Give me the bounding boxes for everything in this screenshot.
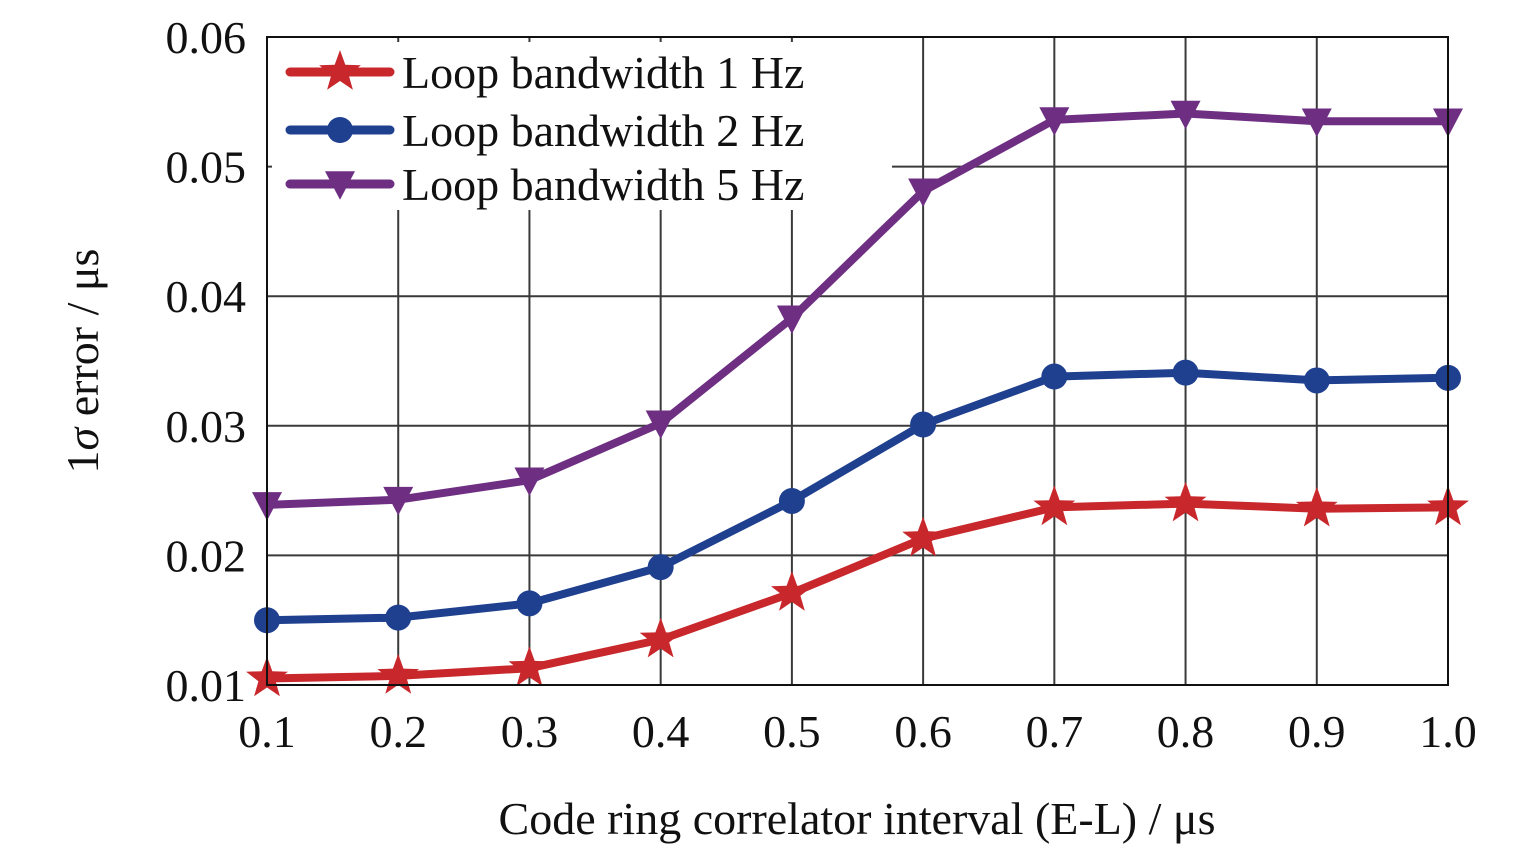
x-tick-label: 1.0 — [1419, 706, 1477, 757]
data-point-series-2 — [1172, 359, 1199, 386]
x-tick-label: 0.4 — [632, 706, 690, 757]
x-tick-labels: 0.1 0.2 0.3 0.4 0.5 0.6 0.7 0.8 0.9 1.0 — [238, 706, 1477, 757]
data-point-series-1 — [508, 646, 551, 686]
legend-marker-2 — [327, 117, 353, 143]
series-line-3 — [263, 109, 1452, 509]
x-tick-label: 0.7 — [1026, 706, 1084, 757]
legend: Loop bandwidth 1 Hz Loop bandwidth 2 HzLo… — [272, 42, 892, 210]
data-point-series-2 — [516, 590, 543, 617]
y-axis-title: 1σ error / μs — [57, 249, 108, 474]
data-point-series-3 — [1170, 100, 1201, 130]
data-point-series-3 — [776, 305, 807, 334]
y-tick-label: 0.04 — [166, 271, 247, 322]
data-point-series-1 — [1295, 486, 1338, 527]
y-tick-label: 0.02 — [166, 530, 247, 581]
y-tick-label: 0.01 — [166, 660, 247, 711]
x-tick-label: 0.5 — [763, 706, 821, 757]
x-axis-title: Code ring correlator interval (E-L) / μs — [499, 793, 1216, 844]
series-line-1 — [263, 499, 1452, 683]
data-point-series-2 — [385, 604, 412, 631]
x-tick-label: 0.1 — [238, 706, 296, 757]
y-axis-title-prefix: 1 — [57, 450, 108, 473]
data-point-series-3 — [383, 486, 414, 516]
y-axis-title-suffix: error / μs — [57, 249, 108, 428]
series-lines-layer — [263, 109, 1452, 683]
y-tick-label: 0.05 — [166, 142, 247, 193]
x-tick-label: 0.9 — [1288, 706, 1346, 757]
data-point-series-1 — [1164, 481, 1207, 522]
data-point-series-3 — [514, 467, 545, 496]
y-tick-labels: 0.01 0.02 0.03 0.04 0.05 0.06 — [166, 12, 247, 711]
data-point-series-1 — [902, 516, 944, 557]
data-point-series-1 — [639, 617, 682, 658]
data-point-series-1 — [377, 653, 420, 694]
legend-label-1: Loop bandwidth 1 Hz — [402, 47, 804, 98]
x-tick-label: 0.3 — [501, 706, 559, 757]
data-point-series-3 — [1039, 107, 1070, 136]
data-point-series-2 — [910, 411, 937, 438]
y-tick-label: 0.06 — [166, 12, 247, 63]
data-point-series-3 — [1301, 108, 1332, 137]
x-tick-label: 0.6 — [894, 706, 952, 757]
series-markers-layer — [246, 100, 1469, 697]
x-tick-label: 0.2 — [369, 706, 427, 757]
legend-marker-3 — [325, 171, 355, 200]
data-point-series-1 — [1033, 485, 1076, 526]
legend-label-3: Loop bandwidth 5 Hz — [402, 159, 804, 210]
y-axis-title-symbol: σ — [57, 425, 108, 450]
data-point-series-2 — [647, 554, 674, 581]
plot-frame — [266, 36, 1449, 686]
data-point-series-2 — [1041, 363, 1068, 390]
data-point-series-1 — [771, 571, 813, 611]
data-point-series-2 — [1303, 367, 1330, 394]
series-line-2 — [263, 368, 1452, 625]
y-tick-label: 0.03 — [166, 401, 247, 452]
x-tick-label: 0.8 — [1157, 706, 1215, 757]
legend-label-2: Loop bandwidth 2 Hz — [402, 105, 804, 156]
data-point-series-3 — [908, 178, 939, 207]
data-point-series-2 — [778, 487, 805, 514]
legend-marker-1 — [319, 50, 361, 90]
data-point-series-3 — [645, 410, 676, 439]
